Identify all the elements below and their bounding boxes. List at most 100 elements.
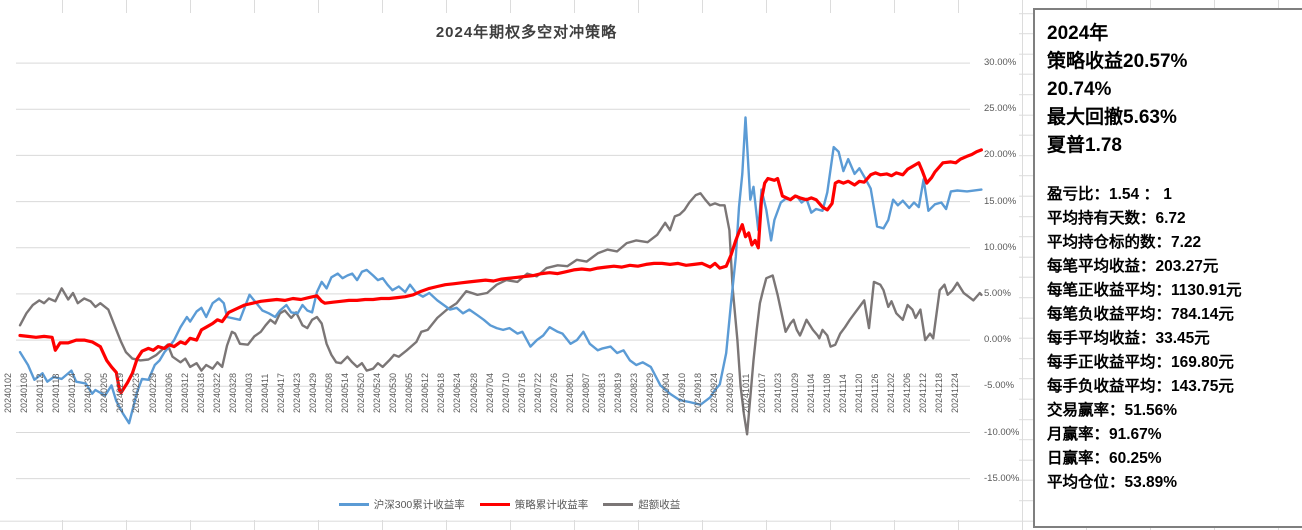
x-tick-label: 20240520 (356, 372, 367, 413)
x-tick-label: 20241023 (773, 372, 784, 413)
stats-summary-line: 夏普1.78 (1047, 135, 1122, 156)
stats-detail-line: 盈亏比：1.54 ： 1 (1047, 186, 1172, 203)
stats-detail-line: 每手负收益平均：143.75元 (1047, 378, 1234, 395)
x-tick-label: 20240417 (275, 372, 286, 413)
x-tick-label: 20241017 (757, 372, 768, 413)
x-tick-label: 20240710 (500, 372, 511, 413)
x-tick-label: 20240318 (195, 372, 206, 413)
legend-item-excess[interactable]: 超额收益 (603, 497, 680, 512)
x-tick-label: 20240312 (179, 372, 190, 413)
x-tick-label: 20240918 (693, 372, 704, 413)
x-tick-label: 20240726 (548, 372, 559, 413)
stats-summary-line: 最大回撤5.63% (1047, 107, 1177, 128)
stats-detail-line: 每笔负收益平均：784.14元 (1047, 306, 1234, 323)
x-tick-label: 20240530 (388, 372, 399, 413)
strategy-stats-panel[interactable]: 2024年策略收益20.57% 20.74% 最大回撤5.63% 夏普1.78 盈亏比… (1033, 8, 1302, 528)
y-tick-label: 25.00% (984, 103, 1017, 115)
x-tick-label: 20240930 (725, 372, 736, 413)
line-chart-plot-area (16, 62, 984, 480)
x-tick-label: 20240102 (3, 372, 13, 413)
y-tick-label: -5.00% (984, 380, 1015, 392)
x-tick-label: 20240716 (516, 372, 527, 413)
x-tick-label: 20241108 (821, 373, 832, 413)
stats-summary-line: 策略收益20.57% (1047, 51, 1188, 72)
y-tick-label: 10.00% (984, 241, 1017, 253)
x-tick-label: 20240429 (307, 372, 318, 413)
legend-label: 超额收益 (638, 499, 681, 511)
x-tick-label: 20240704 (484, 372, 495, 413)
series-line-strategy (18, 148, 984, 395)
stats-detail-line: 月赢率：91.67% (1047, 426, 1162, 443)
x-tick-label: 20240508 (324, 372, 334, 413)
x-tick-label: 20240612 (420, 372, 431, 413)
x-tick-label: 20240130 (83, 372, 94, 413)
legend-line-swatch (603, 503, 634, 506)
stats-summary-line: 20.74% (1047, 79, 1112, 100)
stats-detail-line: 每手平均收益：33.45元 (1047, 330, 1210, 347)
x-tick-label: 20240205 (99, 372, 110, 413)
x-tick-label: 20240624 (452, 372, 463, 413)
x-tick-label: 20240801 (564, 372, 575, 413)
y-tick-label: 0.00% (984, 334, 1011, 346)
stats-detail-line: 每笔平均收益：203.27元 (1047, 258, 1219, 275)
x-tick-label: 20241114 (837, 374, 848, 413)
chart-legend: 沪深300累计收益率 策略累计收益率 超额收益 (0, 497, 1019, 512)
legend-line-swatch (479, 503, 510, 506)
x-tick-label: 20240403 (243, 372, 254, 413)
x-tick-label: 20240819 (612, 372, 623, 413)
x-tick-label: 20240423 (291, 372, 302, 413)
x-tick-label: 20240219 (115, 372, 126, 413)
x-tick-label: 20240411 (259, 373, 270, 413)
x-tick-label: 20240628 (468, 372, 479, 413)
x-tick-label: 20240229 (147, 372, 158, 413)
stats-detail-line: 交易赢率：51.56% (1047, 402, 1178, 419)
y-tick-label: -10.00% (984, 426, 1020, 438)
legend-label: 策略累计收益率 (514, 499, 589, 511)
stats-detail-line: 日赢率：60.25% (1047, 450, 1162, 467)
x-tick-label: 20241202 (885, 372, 896, 413)
x-tick-label: 20240807 (580, 372, 591, 413)
x-tick-label: 20241224 (950, 372, 960, 413)
x-tick-label: 20241218 (933, 372, 944, 413)
x-tick-label: 20241126 (869, 373, 880, 413)
y-tick-label: -15.00% (984, 472, 1020, 484)
x-tick-label: 20240124 (67, 372, 78, 413)
x-tick-label: 20240223 (131, 372, 142, 413)
x-tick-label: 20240910 (677, 372, 688, 413)
y-tick-label: 15.00% (984, 195, 1017, 207)
stats-detail-line: 平均持有天数：6.72 (1047, 210, 1186, 227)
y-tick-label: 30.00% (984, 57, 1017, 69)
x-tick-label: 20240904 (661, 372, 672, 413)
x-tick-label: 20240108 (19, 372, 29, 413)
x-tick-label: 20240605 (404, 372, 415, 413)
x-tick-label: 20240306 (163, 372, 174, 413)
stats-detail-block: 盈亏比：1.54 ： 1 平均持有天数：6.72 平均持仓标的数：7.22 每笔平均收… (1047, 183, 1302, 495)
stats-summary-line: 2024年 (1047, 23, 1109, 44)
legend-item-strategy[interactable]: 策略累计收益率 (479, 497, 589, 512)
x-tick-label: 20240722 (532, 372, 543, 413)
x-tick-label: 20241011 (741, 373, 752, 413)
legend-line-swatch (338, 503, 369, 506)
chart-object[interactable]: 2024年期权多空对冲策略 30.00% 25.00% 20.00% 15.00% 10… (0, 13, 1019, 520)
x-tick-label: 20241206 (901, 372, 912, 413)
x-tick-label: 20240322 (211, 372, 222, 413)
chart-title: 2024年期权多空对冲策略 (435, 24, 618, 41)
x-tick-label: 20240618 (436, 372, 447, 413)
x-tick-label: 20241104 (805, 373, 816, 413)
y-tick-label: 5.00% (984, 287, 1011, 299)
stats-detail-line: 每笔正收益平均：1130.91元 (1047, 282, 1242, 299)
series-line-csi300 (18, 116, 983, 425)
stats-summary-block: 2024年策略收益20.57% 20.74% 最大回撤5.63% 夏普1.78 (1047, 20, 1302, 160)
x-tick-label: 20240118 (51, 373, 62, 413)
x-tick-label: 20240112 (35, 373, 46, 413)
x-tick-label: 20240328 (227, 372, 238, 413)
legend-item-csi300[interactable]: 沪深300累计收益率 (338, 497, 465, 512)
x-tick-label: 20240514 (340, 372, 351, 413)
x-tick-label: 20240813 (596, 372, 607, 413)
stats-detail-line: 平均持仓标的数：7.22 (1047, 234, 1202, 251)
x-tick-label: 20241212 (917, 372, 928, 413)
legend-label: 沪深300累计收益率 (373, 499, 465, 511)
stats-detail-line: 平均仓位：53.89% (1047, 474, 1178, 491)
x-tick-label: 20240924 (709, 372, 720, 413)
y-tick-label: 20.00% (984, 149, 1017, 161)
